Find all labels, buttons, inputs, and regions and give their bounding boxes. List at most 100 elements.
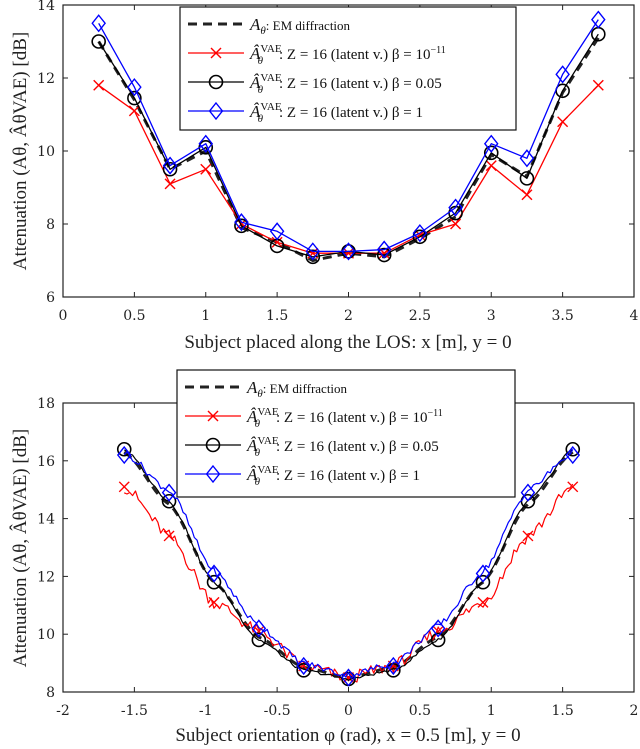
data-point (485, 160, 497, 172)
data-point (412, 224, 428, 243)
series-line (98, 19, 599, 253)
x-tick-label: 2 (344, 308, 353, 324)
data-point (208, 596, 220, 608)
data-point (296, 656, 311, 676)
x-axis-label: Subject orientation φ (rad), x = 0.5 [m]… (175, 725, 520, 746)
legend-item: ÂVAE θ: Z = 16 (latent v.) β = 1 (185, 464, 420, 488)
legend-label: Aθ: EM diffraction (246, 378, 348, 400)
legend-marker (207, 410, 219, 422)
data-point (450, 218, 462, 230)
data-point (592, 79, 604, 91)
legend-box (179, 6, 517, 131)
data-point (161, 483, 177, 502)
data-point (521, 189, 533, 201)
x-tick-label: -1 (199, 703, 213, 719)
legend-label: ÂVAE θ: Z = 16 (latent v.) β = 1 (246, 464, 420, 488)
data-point (555, 65, 570, 84)
data-point (483, 134, 499, 153)
legend-item: ÂVAE θ: Z = 16 (latent v.) β = 1 (188, 101, 423, 125)
y-tick-label: 16 (37, 454, 55, 470)
y-tick-label: 8 (46, 685, 55, 701)
data-point (164, 178, 176, 190)
data-point (162, 156, 178, 175)
legend-label: Aθ: EM diffraction (249, 15, 351, 37)
y-axis-label: Attenuation (Aθ, ÂθVAE) [dB] (9, 32, 31, 270)
data-point (234, 213, 249, 232)
legend-marker (210, 47, 222, 59)
legend-item: ÂVAE θ: Z = 16 (latent v.) β = 0.05 (188, 72, 442, 96)
data-point (127, 90, 142, 106)
data-point (271, 236, 283, 248)
legend-marker (208, 101, 224, 121)
series-line (123, 449, 574, 679)
legend-item: ÂVAE θ: Z = 16 (latent v.) β = 10−11 (188, 43, 446, 67)
data-point (477, 596, 489, 608)
data-point (251, 619, 267, 638)
data-point (376, 240, 392, 259)
data-point (91, 14, 106, 33)
legend-label: ÂVAE θ: Z = 16 (latent v.) β = 10−11 (249, 43, 446, 67)
axis-ticks: -2 -1.5 -1 -0.5 0 0.5 1 1.5 2 8 10 12 14 16 18 (37, 396, 638, 719)
legend-marker (205, 437, 221, 453)
x-tick-label: 1.5 (551, 703, 573, 719)
data-point (376, 247, 392, 263)
legend-marker (205, 464, 221, 484)
y-tick-label: 14 (37, 0, 55, 14)
data-point (386, 663, 401, 678)
data-point (475, 574, 491, 590)
legend-label: ÂVAE θ: Z = 16 (latent v.) β = 0.05 (249, 72, 442, 96)
series-line (123, 449, 574, 682)
y-tick-label: 12 (37, 71, 55, 87)
series-layer (91, 10, 606, 265)
data-point (430, 619, 446, 638)
y-tick-label: 8 (46, 217, 55, 233)
chart-attenuation-vs-position: 0 0.5 1 1.5 2 2.5 3 3.5 4 6 8 10 12 14 Subject placed… (9, 0, 639, 353)
data-point (296, 663, 311, 678)
x-tick-label: 1 (487, 703, 496, 719)
data-point (206, 564, 222, 583)
data-point (305, 242, 321, 261)
data-point (234, 218, 249, 234)
x-tick-label: 1 (201, 308, 210, 324)
data-point (519, 171, 535, 186)
series-vae-beta-1 (91, 10, 606, 261)
data-point (91, 34, 106, 49)
y-tick-label: 12 (37, 569, 55, 585)
data-point (200, 163, 212, 175)
data-point (162, 161, 178, 177)
legend-item: Aθ: EM diffraction (188, 15, 351, 37)
legend-item: ÂVAE θ: Z = 16 (latent v.) β = 0.05 (185, 435, 439, 459)
x-tick-label: 0.5 (123, 308, 145, 324)
data-point (520, 483, 536, 502)
series-layer (116, 441, 581, 687)
x-axis-label: Subject placed along the LOS: x [m], y =… (184, 332, 511, 353)
data-point (483, 145, 499, 161)
legend-item: Aθ: EM diffraction (185, 378, 348, 400)
y-tick-label: 10 (37, 627, 55, 643)
data-point (341, 668, 356, 687)
data-point (128, 105, 140, 117)
data-point (269, 222, 285, 241)
series-vae-beta-1 (116, 445, 581, 687)
data-point (475, 564, 491, 583)
axis-ticks: 0 0.5 1 1.5 2 2.5 3 3.5 4 6 8 10 12 14 (37, 0, 638, 324)
x-tick-label: 3.5 (551, 308, 573, 324)
data-point (198, 134, 214, 153)
series-vae-beta-1e-11 (93, 79, 604, 259)
legend-box (176, 369, 516, 498)
x-tick-label: -0.5 (264, 703, 291, 719)
data-point (341, 242, 356, 261)
x-tick-label: 2.5 (409, 308, 431, 324)
data-point (557, 116, 569, 128)
data-point (591, 10, 606, 29)
legend-label: ÂVAE θ: Z = 16 (latent v.) β = 10−11 (246, 406, 443, 430)
x-tick-label: 3 (487, 308, 496, 324)
data-point (305, 249, 321, 265)
legend-label: ÂVAE θ: Z = 16 (latent v.) β = 1 (249, 101, 423, 125)
data-point (519, 149, 535, 168)
x-tick-label: 2 (630, 703, 639, 719)
y-axis-label: Attenuation (Aθ, ÂθVAE) [dB] (9, 429, 31, 667)
legend-marker (208, 74, 224, 90)
x-tick-label: 4 (630, 308, 639, 324)
